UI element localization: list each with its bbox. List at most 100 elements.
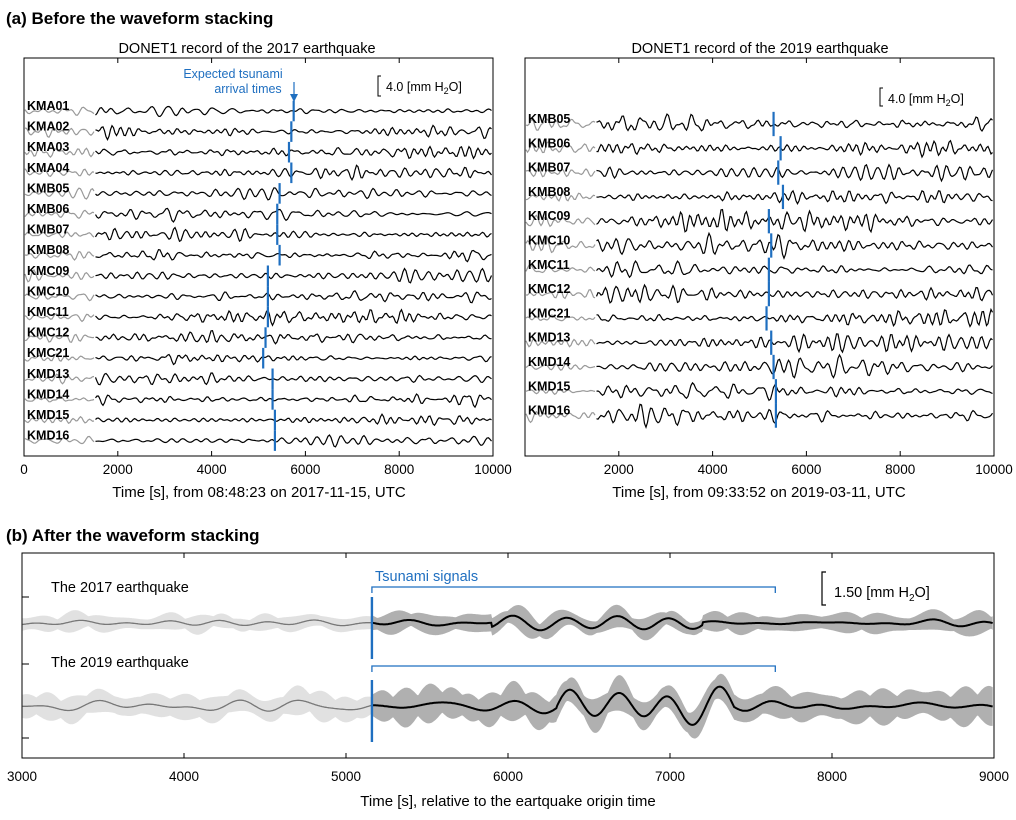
bottom-uncertainty-bands	[22, 604, 993, 739]
station-label-KMA03: KMA03	[27, 140, 69, 154]
bottom-scale-bar: 1.50 [mm H2O]	[821, 571, 930, 606]
station-label-KMB06: KMB06	[27, 202, 69, 216]
series-label-2017: The 2017 earthquake	[51, 580, 189, 596]
trace-KMC12	[95, 330, 492, 345]
trace-KMB05	[596, 113, 993, 133]
bottom-y-ticks	[22, 596, 29, 739]
station-label-KMC09: KMC09	[528, 209, 570, 223]
trace-KMD14	[95, 393, 492, 409]
station-label-KMC12: KMC12	[528, 282, 570, 296]
trace-pre-event-KMB05	[24, 187, 95, 200]
trace-KMD16	[95, 434, 492, 448]
station-label-KMD15: KMD15	[27, 408, 69, 422]
band-post-event-0	[372, 604, 993, 641]
trace-KMC09	[95, 267, 493, 284]
right-scale-bar: 4.0 [mm H2O]	[879, 87, 964, 108]
left-plot-frame	[23, 57, 494, 457]
station-label-KMD16: KMD16	[27, 429, 69, 443]
x-tick-label: 4000	[698, 462, 728, 477]
trace-pre-event-KMA01	[24, 106, 95, 116]
trace-pre-event-KMB06	[525, 140, 596, 154]
trace-KMD16	[596, 403, 993, 429]
x-tick-label: 0	[20, 462, 28, 477]
x-tick-label: 6000	[791, 462, 821, 477]
trace-KMD14	[596, 353, 993, 379]
trace-KMD13	[94, 372, 492, 386]
trace-KMD13	[596, 333, 993, 354]
stacked-line-pre-0	[22, 619, 372, 627]
trace-pre-event-KMB07	[24, 231, 95, 239]
station-label-KMD13: KMD13	[27, 367, 69, 381]
tsunami-signals-label: Tsunami signals	[375, 569, 478, 585]
trace-pre-event-KMD14	[525, 363, 596, 371]
left-traces	[24, 100, 493, 451]
station-label-KMB06: KMB06	[528, 136, 570, 150]
trace-KMC10	[596, 231, 993, 260]
station-label-KMA01: KMA01	[27, 99, 69, 113]
trace-KMB08	[596, 189, 993, 205]
x-tick-label: 8000	[817, 769, 847, 784]
trace-pre-event-KMD16	[24, 435, 95, 445]
trace-KMC09	[596, 208, 994, 234]
trace-pre-event-KMC09	[24, 269, 95, 283]
trace-KMD15	[596, 381, 993, 402]
trace-KMC11	[596, 260, 993, 279]
trace-KMB07	[596, 163, 994, 183]
station-label-KMC10: KMC10	[27, 284, 69, 298]
x-tick-label: 4000	[197, 462, 227, 477]
right-plot-frame	[524, 57, 995, 457]
trace-pre-event-KMD16	[525, 410, 596, 424]
station-label-KMB07: KMB07	[528, 161, 570, 175]
x-tick-label: 4000	[169, 769, 199, 784]
x-tick-label: 9000	[979, 769, 1009, 784]
trace-KMA04	[95, 164, 492, 182]
signal-bracket-1	[371, 665, 776, 672]
x-tick-label: 5000	[331, 769, 361, 784]
panel-a-title: (a) Before the waveform stacking	[6, 9, 273, 28]
station-label-KMC09: KMC09	[27, 264, 69, 278]
stacked-line-1	[372, 685, 993, 726]
station-label-KMB05: KMB05	[528, 112, 570, 126]
stacked-line-0	[372, 614, 993, 632]
trace-KMC21	[596, 307, 994, 328]
trace-pre-event-KMB06	[24, 209, 95, 220]
station-label-KMB05: KMB05	[27, 181, 69, 195]
trace-pre-event-KMA03	[24, 146, 95, 158]
trace-pre-event-KMD15	[525, 388, 596, 396]
x-tick-label: 3000	[7, 769, 37, 784]
x-tick-label: 10000	[975, 462, 1013, 477]
trace-pre-event-KMC12	[526, 288, 596, 300]
series-label-2019: The 2019 earthquake	[51, 655, 189, 671]
panel-b-title: (b) After the waveform stacking	[6, 526, 259, 545]
trace-pre-event-KMC10	[525, 236, 596, 254]
band-pre-event-1	[22, 685, 372, 725]
right-traces	[525, 111, 994, 429]
bottom-signal-markers	[370, 586, 776, 742]
trace-pre-event-KMD15	[24, 415, 95, 424]
trace-KMB07	[94, 226, 492, 243]
band-post-event-1	[372, 673, 993, 739]
trace-KMB05	[95, 187, 492, 201]
trace-pre-event-KMC12	[24, 333, 95, 343]
left-x-axis-label: Time [s], from 08:48:23 on 2017-11-15, U…	[112, 484, 406, 501]
trace-KMB06	[596, 139, 993, 159]
left-scale-bar: 4.0 [mm H2O]	[377, 75, 462, 97]
station-label-KMC11: KMC11	[27, 305, 69, 319]
expected-arrival-annotation: Expected tsunami arrival times	[183, 67, 298, 102]
trace-pre-event-KMD14	[24, 395, 95, 403]
trace-pre-event-KMB08	[24, 250, 95, 261]
station-label-KMD13: KMD13	[528, 331, 570, 345]
bottom-x-ticks: 3000 4000 5000 6000 7000 8000 9000	[7, 553, 1009, 784]
right-x-ticks: 2000 4000 6000 8000 10000	[604, 58, 1013, 477]
trace-KMC10	[95, 290, 492, 304]
station-label-KMC21: KMC21	[528, 306, 570, 320]
station-label-KMC10: KMC10	[528, 234, 570, 248]
trace-pre-event-KMC11	[24, 313, 95, 323]
trace-pre-event-KMB07	[525, 167, 596, 178]
left-x-ticks: 0 2000 4000 6000 8000 10000	[20, 58, 512, 477]
trace-KMA03	[95, 145, 492, 160]
x-tick-label: 8000	[885, 462, 915, 477]
trace-pre-event-KMC21	[525, 314, 596, 322]
trace-pre-event-KMD13	[525, 337, 596, 348]
station-label-KMC21: KMC21	[27, 346, 69, 360]
